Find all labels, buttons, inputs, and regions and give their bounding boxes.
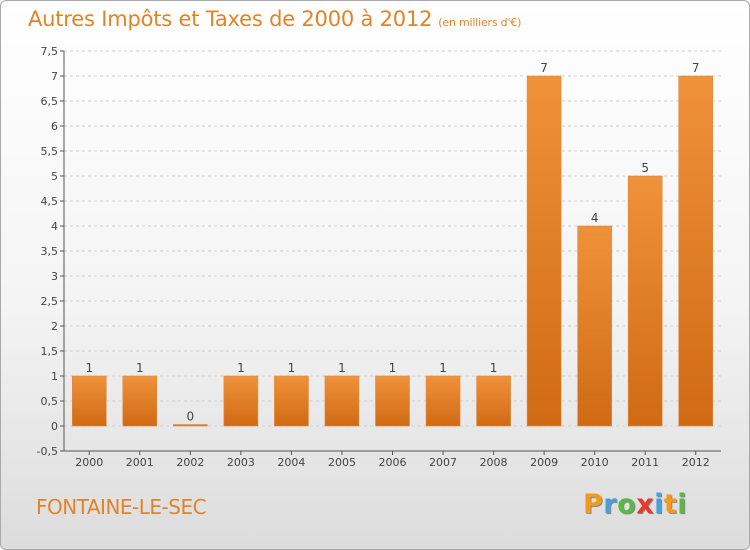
x-tick-label: 2012 xyxy=(682,456,710,469)
bar xyxy=(71,375,107,427)
bar xyxy=(375,375,410,427)
x-tick-label: 2006 xyxy=(379,456,407,469)
y-tick-label: 4,5 xyxy=(41,195,59,208)
y-tick-label: -0,5 xyxy=(37,445,58,458)
logo-letter: i xyxy=(677,489,688,520)
data-label: 1 xyxy=(136,361,144,375)
y-tick-label: 3,5 xyxy=(41,245,59,258)
x-tick-label: 2004 xyxy=(277,456,305,469)
title-text: Autres Impôts et Taxes de 2000 à 2012 xyxy=(28,7,433,31)
y-tick-label: 7 xyxy=(51,70,58,83)
bar xyxy=(223,375,259,427)
data-label: 1 xyxy=(85,361,93,375)
data-label: 7 xyxy=(692,61,700,75)
logo-letter: P xyxy=(583,489,604,520)
bar xyxy=(627,175,663,427)
logo-letter: t xyxy=(663,489,678,520)
x-tick-label: 2010 xyxy=(581,456,609,469)
data-label: 1 xyxy=(288,361,296,375)
x-tick-label: 2005 xyxy=(328,456,356,469)
y-tick-label: 0,5 xyxy=(41,395,59,408)
axes xyxy=(60,50,721,455)
y-tick-label: 1 xyxy=(51,370,58,383)
bar xyxy=(678,75,714,427)
value-labels: 1 1 0 1 1 1 1 1 1 7 4 5 7 xyxy=(85,61,699,424)
data-label: 1 xyxy=(490,361,498,375)
x-tick-label: 2007 xyxy=(429,456,457,469)
proxiti-logo: Proxiti xyxy=(583,489,687,520)
data-label: 1 xyxy=(439,361,447,375)
data-label: 5 xyxy=(641,161,649,175)
x-tick-labels: 2000 2001 2002 2003 2004 2005 2006 2007 2008 2009… xyxy=(75,456,709,469)
data-label: 1 xyxy=(389,361,397,375)
bar xyxy=(122,375,158,427)
x-tick-label: 2011 xyxy=(631,456,659,469)
x-tick-label: 2001 xyxy=(126,456,154,469)
y-tick-label: 2 xyxy=(51,320,58,333)
y-tick-labels: -0,5 0 0,5 1 1,5 2 2,5 3 3,5 4 4,5 5 5,5 6 6,5 7 7,5 xyxy=(37,45,58,458)
chart-title: Autres Impôts et Taxes de 2000 à 2012 (en… xyxy=(28,7,521,31)
x-tick-label: 2008 xyxy=(480,456,508,469)
y-tick-label: 5,5 xyxy=(41,145,59,158)
data-label: 4 xyxy=(591,211,599,225)
place-name: FONTAINE-LE-SEC xyxy=(36,495,207,519)
bar xyxy=(425,375,461,427)
bar xyxy=(173,424,208,427)
y-tick-label: 1,5 xyxy=(41,345,59,358)
data-label: 1 xyxy=(237,361,245,375)
y-tick-label: 2,5 xyxy=(41,295,59,308)
logo-letter: r xyxy=(603,489,618,520)
x-tick-label: 2003 xyxy=(227,456,255,469)
bar xyxy=(476,375,511,427)
y-tick-label: 0 xyxy=(51,420,58,433)
bar xyxy=(274,375,309,427)
y-tick-label: 6,5 xyxy=(41,95,59,108)
bar xyxy=(324,375,360,427)
x-tick-label: 2009 xyxy=(530,456,558,469)
x-tick-label: 2000 xyxy=(75,456,103,469)
logo-letter: x xyxy=(636,489,655,520)
y-tick-label: 6 xyxy=(51,120,58,133)
bar xyxy=(577,225,612,427)
bar xyxy=(526,75,562,427)
logo-letter: o xyxy=(617,489,637,520)
y-tick-label: 3 xyxy=(51,270,58,283)
data-label: 0 xyxy=(187,410,195,424)
logo-letter: i xyxy=(654,489,664,520)
data-label: 1 xyxy=(338,361,346,375)
chart-subtitle: (en milliers d'€) xyxy=(438,16,522,29)
y-tick-label: 7,5 xyxy=(41,45,59,58)
bars xyxy=(71,75,714,427)
data-label: 7 xyxy=(540,61,548,75)
x-tick-label: 2002 xyxy=(176,456,204,469)
y-tick-label: 4 xyxy=(51,220,58,233)
y-tick-label: 5 xyxy=(51,170,58,183)
